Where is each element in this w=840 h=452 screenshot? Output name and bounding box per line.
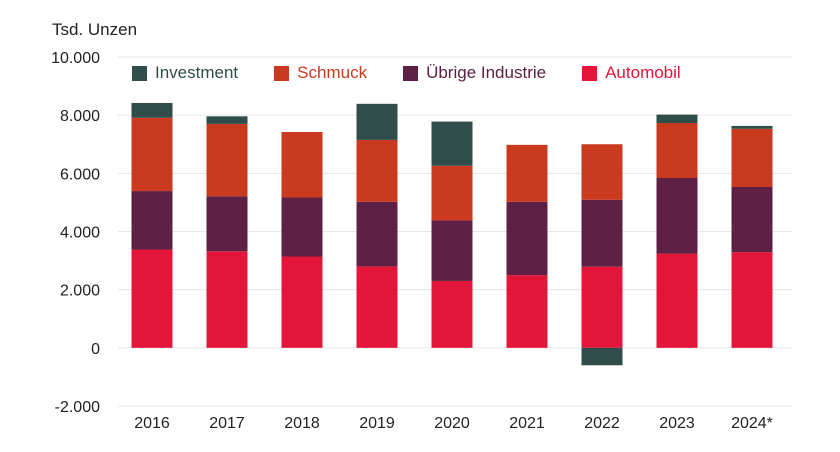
bar-segment: [431, 220, 473, 281]
bar-segment: [731, 252, 773, 348]
bar-segment: [656, 123, 698, 178]
bar-segment: [206, 123, 248, 197]
x-tick-label: 2021: [509, 415, 545, 432]
bar-segment: [206, 116, 248, 124]
y-tick-label: -2.000: [55, 399, 100, 416]
bar-segment: [356, 103, 398, 140]
x-tick-label: 2024*: [731, 415, 773, 432]
bar-segment: [581, 199, 623, 267]
bar-segment: [131, 191, 173, 250]
x-tick-label: 2020: [434, 415, 470, 432]
x-tick-label: 2023: [659, 415, 695, 432]
y-tick-label: 2.000: [60, 283, 100, 300]
bar-segment: [731, 187, 773, 253]
legend-item-automobil: Automobil: [582, 63, 681, 83]
legend-item-investment: Investment: [132, 63, 238, 83]
y-tick-label: 4.000: [60, 225, 100, 242]
y-tick-label: 8.000: [60, 108, 100, 125]
bar-segment: [581, 144, 623, 200]
legend-swatch-investment: [132, 65, 147, 81]
bar-segment: [731, 125, 773, 129]
legend-item-schmuck: Schmuck: [274, 63, 367, 83]
bar-segment: [206, 196, 248, 252]
legend: Investment Schmuck Übrige Industrie Auto…: [132, 63, 717, 83]
bar-segment: [506, 275, 548, 348]
bar-segment: [431, 165, 473, 221]
bar-segment: [281, 197, 323, 257]
bar-segment: [581, 347, 623, 366]
bar-segment: [131, 117, 173, 192]
y-tick-label: 0: [91, 341, 100, 358]
legend-swatch-schmuck: [274, 65, 290, 81]
bar-segment: [581, 266, 623, 348]
bar-segment: [506, 201, 548, 276]
legend-label-uebrige-industrie: Übrige Industrie: [426, 63, 547, 82]
bar-segment: [356, 139, 398, 202]
bar-segment: [281, 132, 323, 198]
y-tick-label: 10.000: [51, 50, 100, 67]
bar-segment: [731, 128, 773, 188]
bar-segment: [206, 251, 248, 348]
x-tick-label: 2016: [134, 415, 170, 432]
bar-segment: [131, 249, 173, 348]
bar-segment: [656, 114, 698, 124]
bar-segment: [356, 266, 398, 348]
bar-segment: [506, 144, 548, 202]
bar-segment: [656, 177, 698, 254]
legend-swatch-automobil: [582, 65, 598, 81]
x-tick-label: 2018: [284, 415, 320, 432]
bar-segment: [431, 121, 473, 166]
bar-segment: [281, 256, 323, 348]
legend-label-automobil: Automobil: [605, 63, 681, 82]
legend-label-schmuck: Schmuck: [297, 63, 368, 82]
x-tick-label: 2017: [209, 415, 245, 432]
bar-segment: [431, 280, 473, 348]
x-tick-label: 2022: [584, 415, 620, 432]
y-axis-unit-label: Tsd. Unzen: [52, 20, 138, 39]
bar-segment: [656, 253, 698, 348]
legend-item-uebrige-industrie: Übrige Industrie: [403, 63, 546, 83]
legend-swatch-uebrige-industrie: [403, 65, 419, 81]
x-tick-label: 2019: [359, 415, 395, 432]
legend-label-investment: Investment: [155, 63, 239, 82]
bar-segment: [131, 102, 173, 118]
y-tick-label: 6.000: [60, 166, 100, 183]
bar-segment: [356, 201, 398, 267]
